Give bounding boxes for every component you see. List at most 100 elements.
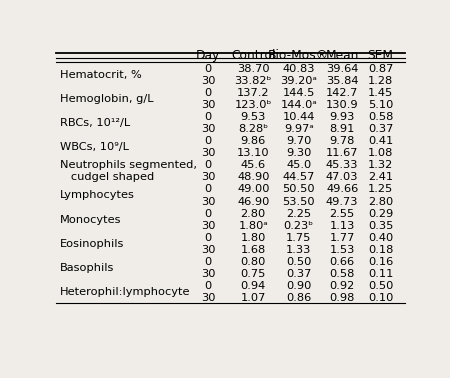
Text: 9.70: 9.70 bbox=[286, 136, 311, 146]
Text: 0.80: 0.80 bbox=[241, 257, 266, 267]
Text: 0.10: 0.10 bbox=[368, 293, 393, 303]
Text: 40.83: 40.83 bbox=[283, 64, 315, 74]
Text: 0.94: 0.94 bbox=[241, 281, 266, 291]
Text: 30: 30 bbox=[201, 221, 215, 231]
Text: 49.00: 49.00 bbox=[237, 184, 270, 194]
Text: Heterophil:lymphocyte: Heterophil:lymphocyte bbox=[60, 287, 190, 297]
Text: 0: 0 bbox=[204, 184, 212, 194]
Text: 50.50: 50.50 bbox=[282, 184, 315, 194]
Text: 0.75: 0.75 bbox=[241, 269, 266, 279]
Text: 8.28ᵇ: 8.28ᵇ bbox=[238, 124, 268, 134]
Text: 11.67: 11.67 bbox=[326, 148, 359, 158]
Text: 47.03: 47.03 bbox=[326, 172, 359, 182]
Text: Basophils: Basophils bbox=[60, 263, 114, 273]
Text: Lymphocytes: Lymphocytes bbox=[60, 191, 135, 200]
Text: 5.10: 5.10 bbox=[368, 100, 393, 110]
Text: 44.57: 44.57 bbox=[283, 172, 315, 182]
Text: 2.80: 2.80 bbox=[368, 197, 393, 206]
Text: 0.66: 0.66 bbox=[330, 257, 355, 267]
Text: 9.86: 9.86 bbox=[241, 136, 266, 146]
Text: 123.0ᵇ: 123.0ᵇ bbox=[234, 100, 272, 110]
Text: 0.37: 0.37 bbox=[286, 269, 311, 279]
Text: 30: 30 bbox=[201, 197, 215, 206]
Text: Eosinophils: Eosinophils bbox=[60, 239, 124, 249]
Text: 49.66: 49.66 bbox=[326, 184, 358, 194]
Text: 0.50: 0.50 bbox=[286, 257, 311, 267]
Text: 0: 0 bbox=[204, 233, 212, 243]
Text: 0.41: 0.41 bbox=[368, 136, 393, 146]
Text: 0.58: 0.58 bbox=[368, 112, 393, 122]
Text: 0.16: 0.16 bbox=[368, 257, 393, 267]
Text: 1.33: 1.33 bbox=[286, 245, 311, 255]
Text: 0: 0 bbox=[204, 136, 212, 146]
Text: 2.25: 2.25 bbox=[286, 209, 311, 218]
Text: Monocytes: Monocytes bbox=[60, 215, 121, 225]
Text: 0.18: 0.18 bbox=[368, 245, 393, 255]
Text: 30: 30 bbox=[201, 124, 215, 134]
Text: 1.80ᵃ: 1.80ᵃ bbox=[238, 221, 268, 231]
Text: Hemoglobin, g/L: Hemoglobin, g/L bbox=[60, 94, 153, 104]
Text: 0.11: 0.11 bbox=[368, 269, 393, 279]
Text: Day: Day bbox=[196, 49, 220, 62]
Text: 144.0ᵃ: 144.0ᵃ bbox=[280, 100, 317, 110]
Text: 30: 30 bbox=[201, 148, 215, 158]
Text: SEM: SEM bbox=[368, 49, 394, 62]
Text: 0.87: 0.87 bbox=[368, 64, 393, 74]
Text: 30: 30 bbox=[201, 269, 215, 279]
Text: 0.37: 0.37 bbox=[368, 124, 393, 134]
Text: 1.07: 1.07 bbox=[241, 293, 266, 303]
Text: 1.75: 1.75 bbox=[286, 233, 311, 243]
Text: 0.23ᵇ: 0.23ᵇ bbox=[284, 221, 314, 231]
Text: 1.80: 1.80 bbox=[241, 233, 266, 243]
Text: Neutrophils segmented,: Neutrophils segmented, bbox=[60, 160, 197, 170]
Text: cudgel shaped: cudgel shaped bbox=[60, 172, 154, 182]
Text: 45.33: 45.33 bbox=[326, 160, 359, 170]
Text: 0.58: 0.58 bbox=[329, 269, 355, 279]
Text: 2.55: 2.55 bbox=[329, 209, 355, 218]
Text: 45.6: 45.6 bbox=[241, 160, 266, 170]
Text: 0: 0 bbox=[204, 160, 212, 170]
Text: 0: 0 bbox=[204, 257, 212, 267]
Text: 9.93: 9.93 bbox=[329, 112, 355, 122]
Text: 144.5: 144.5 bbox=[283, 88, 315, 98]
Text: Hematocrit, %: Hematocrit, % bbox=[60, 70, 141, 80]
Text: 39.64: 39.64 bbox=[326, 64, 358, 74]
Text: 1.13: 1.13 bbox=[329, 221, 355, 231]
Text: 30: 30 bbox=[201, 100, 215, 110]
Text: Bio-Mos®: Bio-Mos® bbox=[268, 49, 329, 62]
Text: 0.50: 0.50 bbox=[368, 281, 393, 291]
Text: 30: 30 bbox=[201, 293, 215, 303]
Text: 1.53: 1.53 bbox=[329, 245, 355, 255]
Text: 9.53: 9.53 bbox=[241, 112, 266, 122]
Text: 0: 0 bbox=[204, 64, 212, 74]
Text: 46.90: 46.90 bbox=[237, 197, 270, 206]
Text: 0.98: 0.98 bbox=[329, 293, 355, 303]
Text: 1.77: 1.77 bbox=[329, 233, 355, 243]
Text: Mean: Mean bbox=[325, 49, 359, 62]
Text: 0.40: 0.40 bbox=[368, 233, 393, 243]
Text: 0: 0 bbox=[204, 88, 212, 98]
Text: 30: 30 bbox=[201, 172, 215, 182]
Text: 30: 30 bbox=[201, 76, 215, 86]
Text: Control: Control bbox=[231, 49, 275, 62]
Text: 1.25: 1.25 bbox=[368, 184, 393, 194]
Text: 8.91: 8.91 bbox=[329, 124, 355, 134]
Text: 33.82ᵇ: 33.82ᵇ bbox=[234, 76, 272, 86]
Text: 53.50: 53.50 bbox=[282, 197, 315, 206]
Text: 39.20ᵃ: 39.20ᵃ bbox=[280, 76, 317, 86]
Text: 1.32: 1.32 bbox=[368, 160, 393, 170]
Text: 0.86: 0.86 bbox=[286, 293, 311, 303]
Text: 2.41: 2.41 bbox=[368, 172, 393, 182]
Text: 1.08: 1.08 bbox=[368, 148, 393, 158]
Text: 9.78: 9.78 bbox=[329, 136, 355, 146]
Text: 9.97ᵃ: 9.97ᵃ bbox=[284, 124, 314, 134]
Text: 1.68: 1.68 bbox=[241, 245, 266, 255]
Text: 0: 0 bbox=[204, 209, 212, 218]
Text: 38.70: 38.70 bbox=[237, 64, 270, 74]
Text: WBCs, 10⁹/L: WBCs, 10⁹/L bbox=[60, 142, 129, 152]
Text: 130.9: 130.9 bbox=[326, 100, 359, 110]
Text: 0.29: 0.29 bbox=[368, 209, 393, 218]
Text: 137.2: 137.2 bbox=[237, 88, 270, 98]
Text: 1.45: 1.45 bbox=[368, 88, 393, 98]
Text: 1.28: 1.28 bbox=[368, 76, 393, 86]
